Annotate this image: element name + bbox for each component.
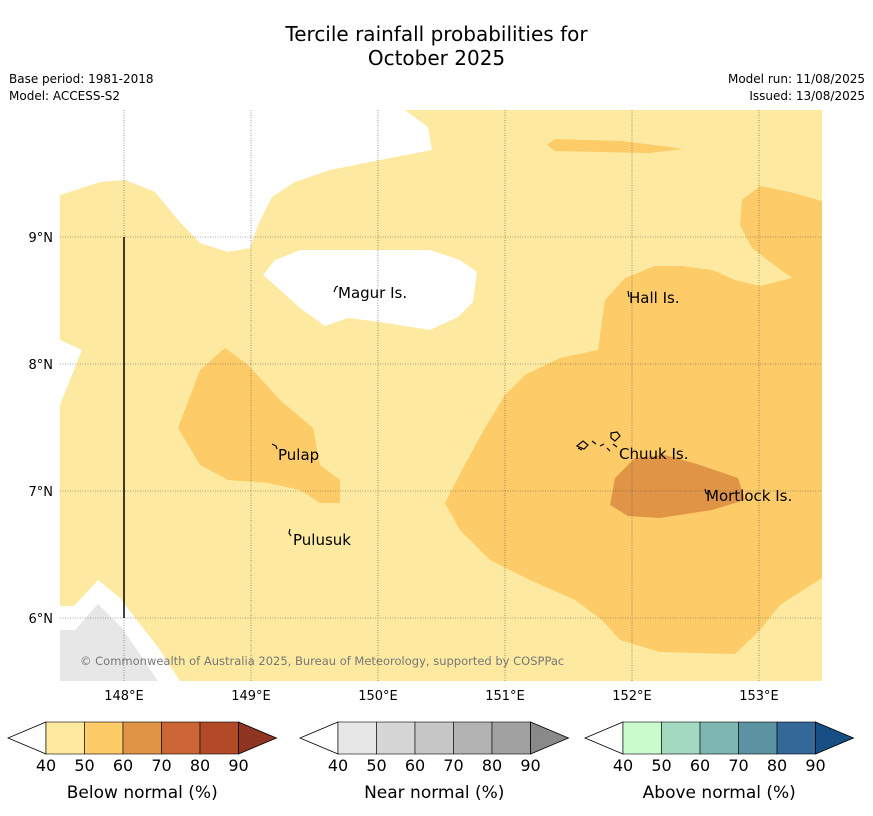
colorbar-near-segment <box>376 721 416 755</box>
colorbar-near-extend-low <box>298 721 339 755</box>
place-label-pulap: Pulap <box>278 446 319 464</box>
colorbar-below-segment <box>122 721 162 755</box>
lon-tick-149: 149°E <box>231 689 271 704</box>
island-pulusuk <box>288 528 292 537</box>
place-label-chuuk: Chuuk Is. <box>619 445 688 463</box>
colorbar-below-segment <box>45 721 85 755</box>
region-below-60-70-mortlock <box>610 455 745 518</box>
colorbar-below-tick: 40 <box>36 756 56 775</box>
region-below-40-magur <box>263 250 477 330</box>
colorbar-above-normal: 40 50 60 70 80 90 Above normal (%) <box>583 721 855 803</box>
colorbar-above-label: Above normal (%) <box>643 783 796 803</box>
region-below-50-60-pulap <box>178 348 340 503</box>
colorbar-above-extend-low <box>583 721 624 755</box>
colorbar-below-extend-low <box>6 721 47 755</box>
colorbar-below-segment <box>84 721 124 755</box>
colorbar-above-segment <box>661 721 701 755</box>
colorbar-near-tick: 70 <box>443 756 463 775</box>
lat-tick-6: 6°N <box>29 612 54 627</box>
title-line-2: October 2025 <box>367 46 506 70</box>
colorbar-below-tick: 70 <box>151 756 171 775</box>
colorbar-above-tick: 80 <box>767 756 787 775</box>
colorbar-below-tick: 90 <box>228 756 248 775</box>
colorbar-above-tick: 60 <box>690 756 710 775</box>
colorbar-below-segment <box>199 721 239 755</box>
island-outlines <box>271 285 710 537</box>
colorbar-above-tick: 90 <box>805 756 825 775</box>
colorbar-near-label: Near normal (%) <box>364 783 504 803</box>
longitude-ticks: 148°E 149°E 150°E 151°E 152°E 153°E <box>104 689 779 704</box>
colorbar-below-segment <box>161 721 201 755</box>
place-label-pulusuk: Pulusuk <box>293 531 351 549</box>
colorbar-near-normal: 40 50 60 70 80 90 Near normal (%) <box>298 721 570 803</box>
probability-shading <box>60 110 822 681</box>
colorbar-above-segment <box>699 721 739 755</box>
colorbar-near-tick: 80 <box>482 756 502 775</box>
copyright-notice: © Commonwealth of Australia 2025, Bureau… <box>80 654 564 668</box>
colorbar-below-tick: 50 <box>74 756 94 775</box>
lat-tick-8: 8°N <box>29 358 54 373</box>
colorbar-above-extend-high <box>815 721 855 755</box>
colorbar-above-tick: 40 <box>613 756 633 775</box>
colorbar-near-extend-high <box>530 721 570 755</box>
lon-tick-153: 153°E <box>739 689 779 704</box>
island-pulap <box>271 443 278 450</box>
colorbar-below-tick: 60 <box>113 756 133 775</box>
lon-tick-152: 152°E <box>612 689 652 704</box>
colorbar-above-segment <box>738 721 778 755</box>
island-magur <box>333 285 339 293</box>
colorbar-near-segment <box>491 721 531 755</box>
place-labels: Magur Is. Hall Is. Pulap Chuuk Is. Mortl… <box>278 284 792 549</box>
lon-tick-148: 148°E <box>104 689 144 704</box>
colorbar-near-segment <box>414 721 454 755</box>
colorbar-above-tick: 50 <box>651 756 671 775</box>
colorbar-near-tick: 90 <box>520 756 540 775</box>
colorbar-near-tick: 60 <box>405 756 425 775</box>
colorbar-near-tick: 40 <box>328 756 348 775</box>
colorbar-below-tick: 80 <box>190 756 210 775</box>
model-run-date: Model run: 11/08/2025 <box>727 72 865 86</box>
colorbar-below-normal: 40 50 60 70 80 90 Below normal (%) <box>6 721 278 803</box>
place-label-mortlock: Mortlock Is. <box>706 487 792 505</box>
lat-tick-9: 9°N <box>29 231 54 246</box>
colorbar-above-segment <box>776 721 816 755</box>
colorbar-above-segment <box>622 721 662 755</box>
region-below-50-60-east <box>445 186 822 654</box>
map-title: Tercile rainfall probabilities for Octob… <box>0 22 873 70</box>
region-below-50-60-north <box>547 139 683 153</box>
lon-tick-150: 150°E <box>358 689 398 704</box>
island-chuuk <box>575 431 621 452</box>
model-name: Model: ACCESS-S2 <box>9 89 121 103</box>
colorbar-below-extend-high <box>238 721 278 755</box>
colorbar-below-label: Below normal (%) <box>67 783 218 803</box>
region-below-40-top-left <box>60 110 432 252</box>
colorbar-above-tick: 70 <box>728 756 748 775</box>
run-info: Model run: 11/08/2025 Issued: 13/08/2025 <box>728 71 865 105</box>
island-hall <box>627 290 630 298</box>
region-near-40-50 <box>60 604 158 681</box>
colorbar-near-segment <box>453 721 493 755</box>
latitude-ticks: 9°N 8°N 7°N 6°N <box>29 231 54 627</box>
island-mortlock <box>704 488 710 496</box>
colorbar-near-tick: 50 <box>366 756 386 775</box>
issued-date: Issued: 13/08/2025 <box>749 89 865 103</box>
model-info: Base period: 1981-2018 Model: ACCESS-S2 <box>9 71 154 105</box>
lat-tick-7: 7°N <box>29 485 54 500</box>
colorbar-near-segment <box>337 721 377 755</box>
place-label-hall: Hall Is. <box>629 289 680 307</box>
region-below-40-left-edge <box>60 340 82 405</box>
base-period: Base period: 1981-2018 <box>9 72 154 86</box>
title-line-1: Tercile rainfall probabilities for <box>285 22 588 46</box>
place-label-magur: Magur Is. <box>338 284 407 302</box>
lon-tick-151: 151°E <box>485 689 525 704</box>
